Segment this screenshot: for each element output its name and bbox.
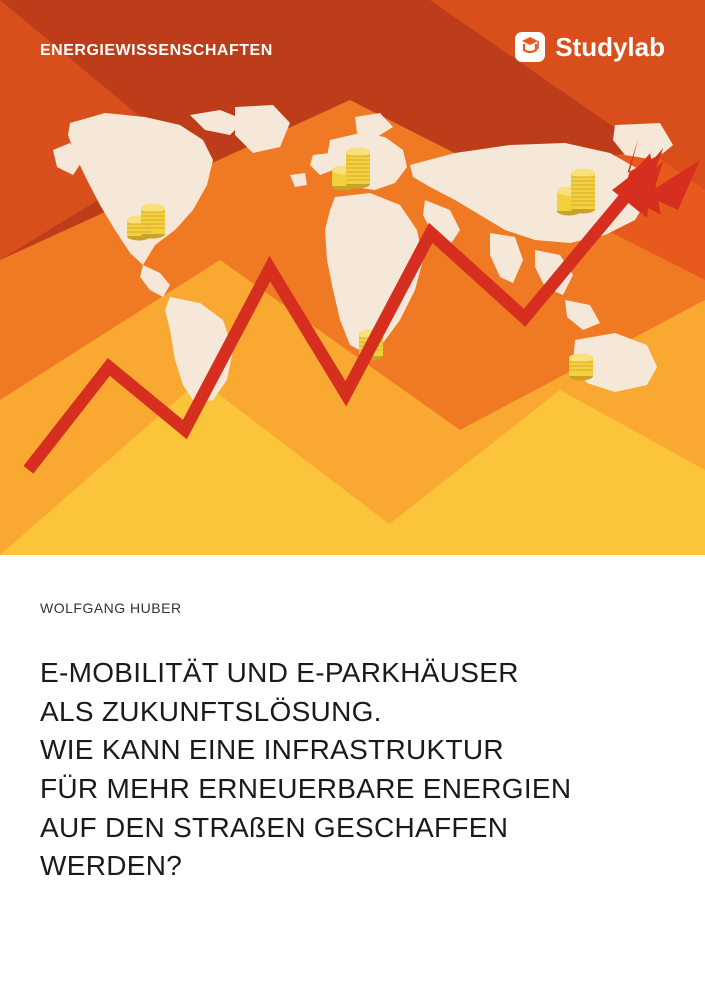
studylab-icon — [513, 30, 547, 64]
trend-arrowhead — [640, 155, 705, 225]
coin-stack-eu — [330, 140, 372, 192]
title-line: WIE KANN EINE INFRASTRUKTUR — [40, 734, 504, 765]
title-line: AUF DEN STRAßEN GESCHAFFEN — [40, 812, 508, 843]
coin-stack-asia — [555, 165, 597, 217]
lower-section: WOLFGANG HUBER E-MOBILITÄT UND E-PARKHÄU… — [0, 555, 705, 1000]
title-line: E-MOBILITÄT UND E-PARKHÄUSER — [40, 657, 519, 688]
brand-logo: Studylab — [513, 30, 665, 64]
title-line: ALS ZUKUNFTSLÖSUNG. — [40, 696, 382, 727]
coin-stack-af — [350, 310, 392, 362]
hero-section: ENERGIEWISSENSCHAFTEN Studylab — [0, 0, 705, 555]
book-title: E-MOBILITÄT UND E-PARKHÄUSER ALS ZUKUNFT… — [40, 654, 665, 886]
author-name: WOLFGANG HUBER — [40, 600, 665, 616]
title-line: FÜR MEHR ERNEUERBARE ENERGIEN — [40, 773, 571, 804]
coin-stack-na — [125, 190, 167, 242]
brand-name: Studylab — [555, 32, 665, 63]
title-line: WERDEN? — [40, 850, 182, 881]
coin-stack-au — [560, 330, 602, 382]
category-label: ENERGIEWISSENSCHAFTEN — [40, 42, 273, 60]
